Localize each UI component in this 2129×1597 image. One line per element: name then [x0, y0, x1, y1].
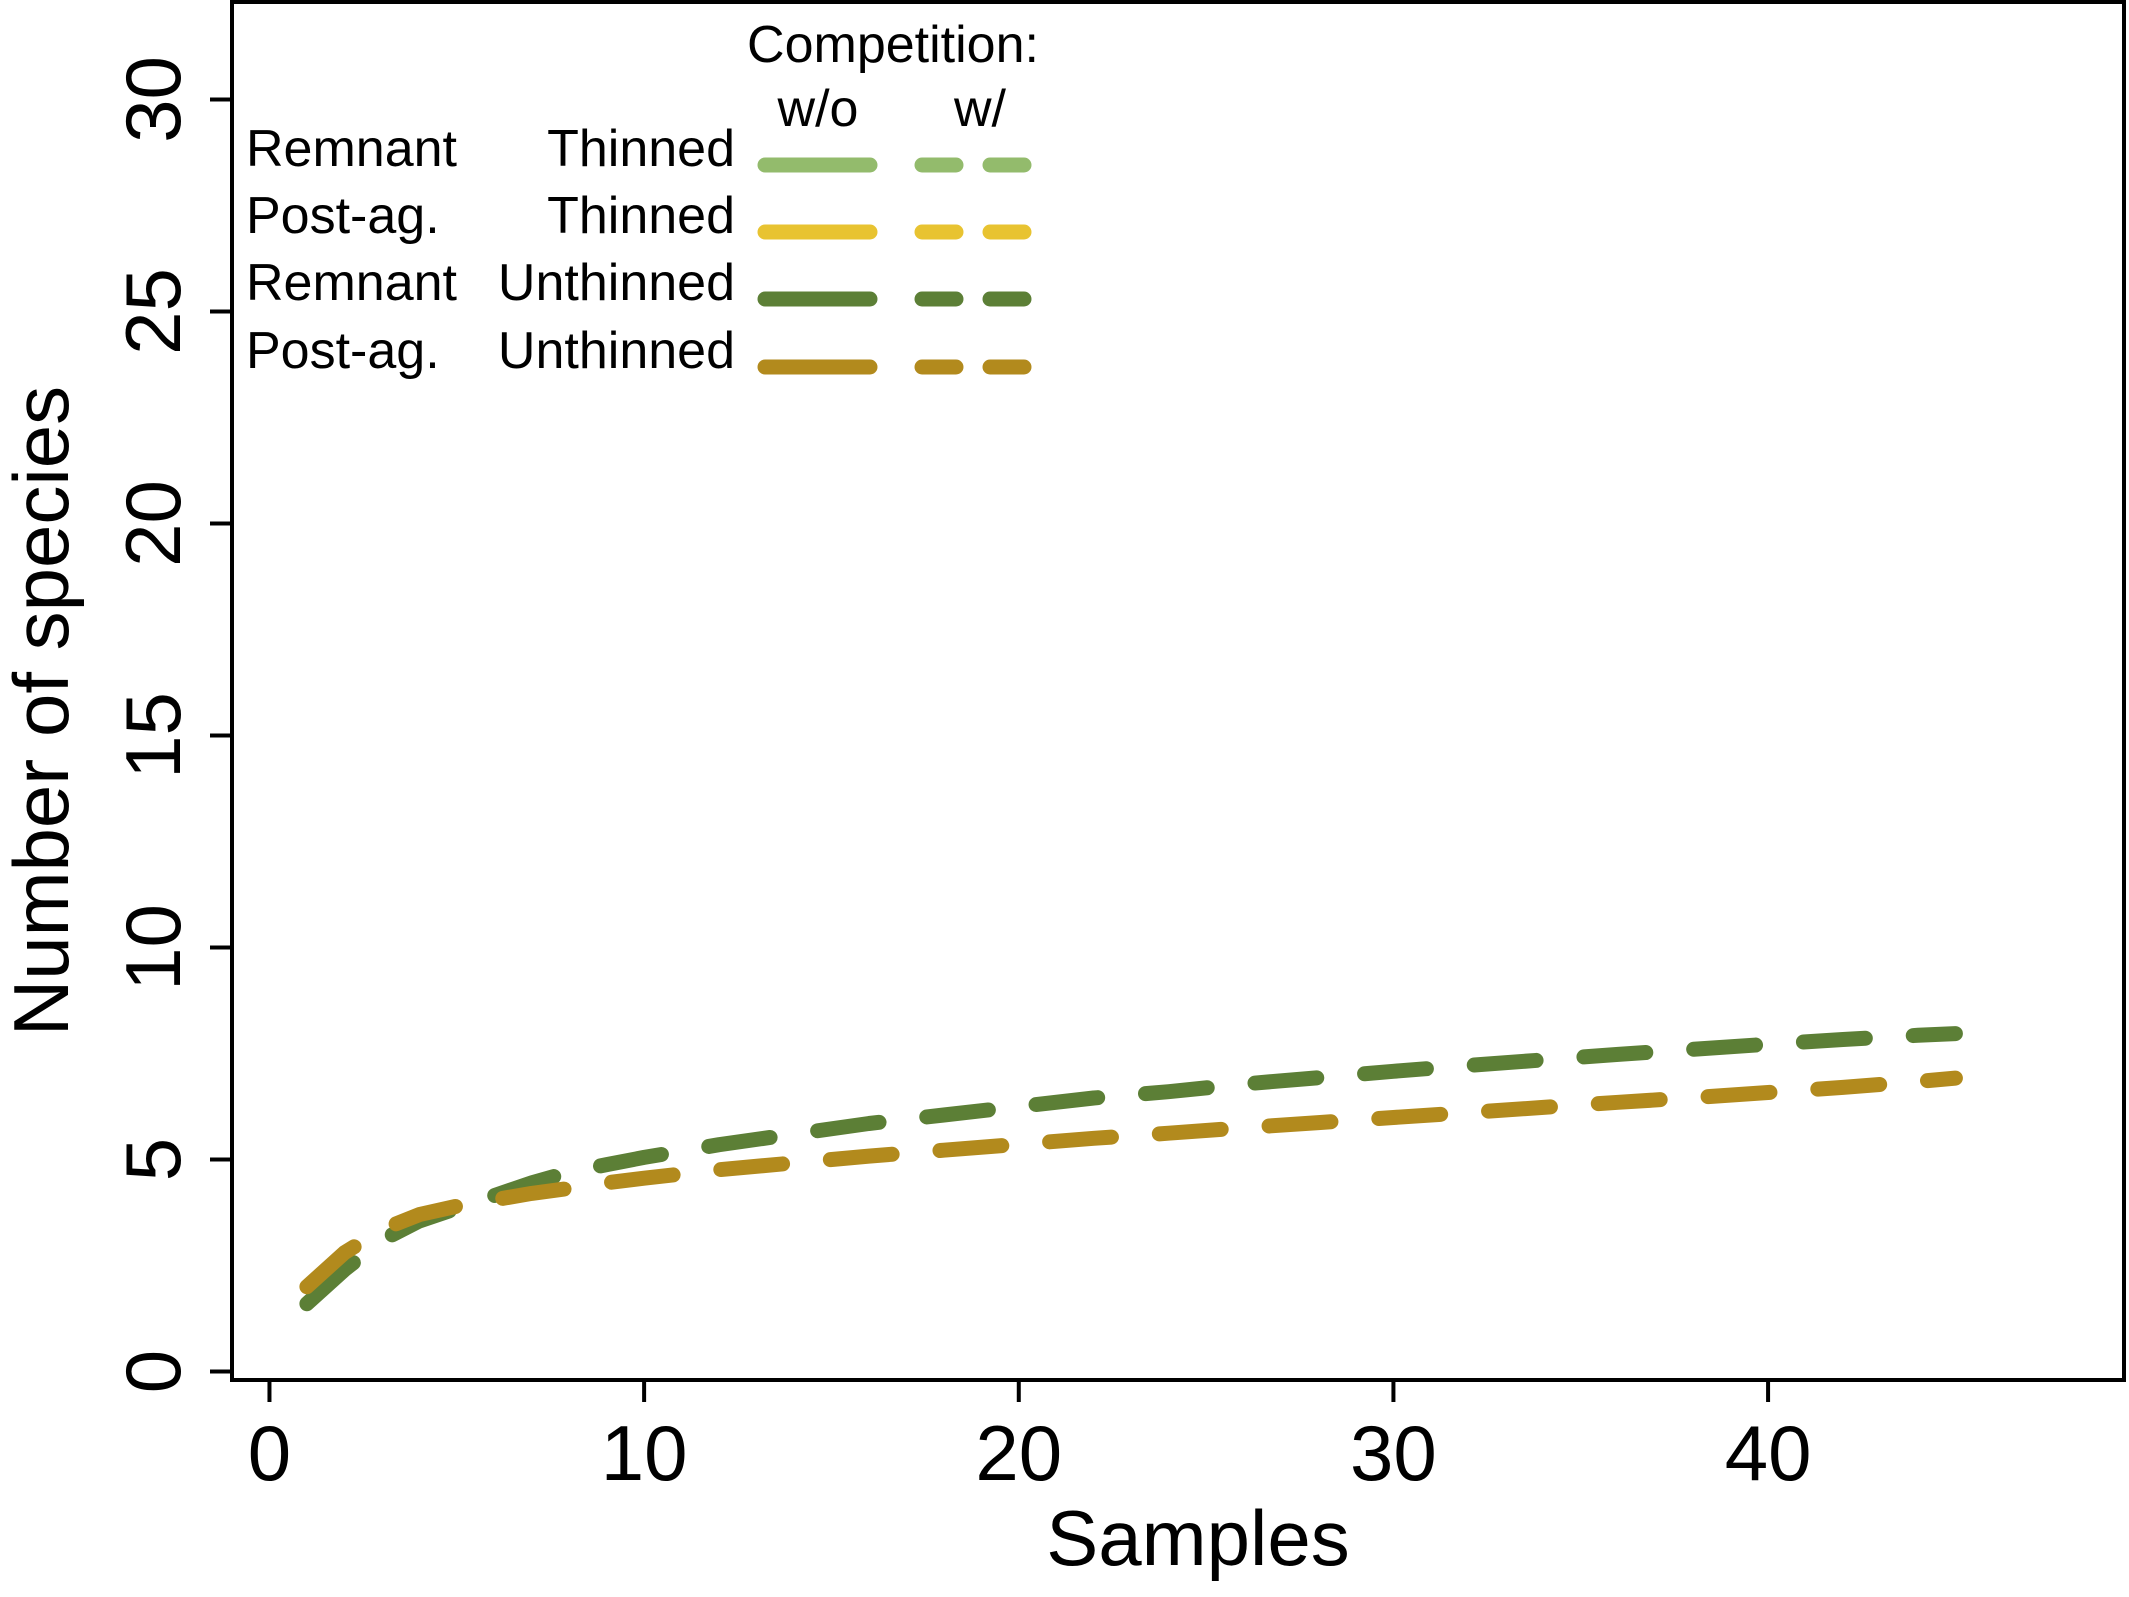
- series-line-2: [299, 1070, 1963, 1295]
- x-tick-label: 20: [975, 1409, 1062, 1497]
- series-layer: [299, 1026, 1963, 1312]
- x-axis-title: Samples: [1046, 1494, 1349, 1582]
- legend-row-treatment: Unthinned: [498, 322, 735, 380]
- plot-frame: [230, 0, 2126, 1382]
- y-tick-label: 25: [109, 268, 197, 355]
- legend-column-label: w/: [953, 80, 1007, 138]
- x-tick-label: 30: [1350, 1409, 1437, 1497]
- legend-row-treatment: Unthinned: [498, 254, 735, 312]
- legend-row-site: Post-ag.: [246, 187, 440, 245]
- series-line-1: [299, 1026, 1963, 1312]
- legend: Competition: w/o w/Remnant Thinned Post-ag. T…: [246, 16, 1039, 380]
- y-tick-label: 20: [109, 480, 197, 567]
- legend-row-site: Remnant: [246, 254, 458, 312]
- y-tick-label: 15: [109, 692, 197, 779]
- y-tick-label: 10: [109, 904, 197, 991]
- legend-row-site: Remnant: [246, 120, 458, 178]
- legend-row-site: Post-ag.: [246, 322, 440, 380]
- legend-column-label: w/o: [777, 80, 859, 138]
- y-axis-title: Number of species: [0, 386, 85, 1036]
- legend-row-treatment: Thinned: [547, 120, 735, 178]
- y-tick-label: 0: [109, 1350, 197, 1393]
- y-tick-label: 5: [109, 1138, 197, 1181]
- x-tick-label: 40: [1725, 1409, 1812, 1497]
- legend-row-treatment: Thinned: [547, 187, 735, 245]
- y-tick-label: 30: [109, 56, 197, 143]
- x-tick-label: 0: [248, 1409, 291, 1497]
- legend-header: Competition:: [747, 16, 1039, 74]
- x-tick-label: 10: [601, 1409, 688, 1497]
